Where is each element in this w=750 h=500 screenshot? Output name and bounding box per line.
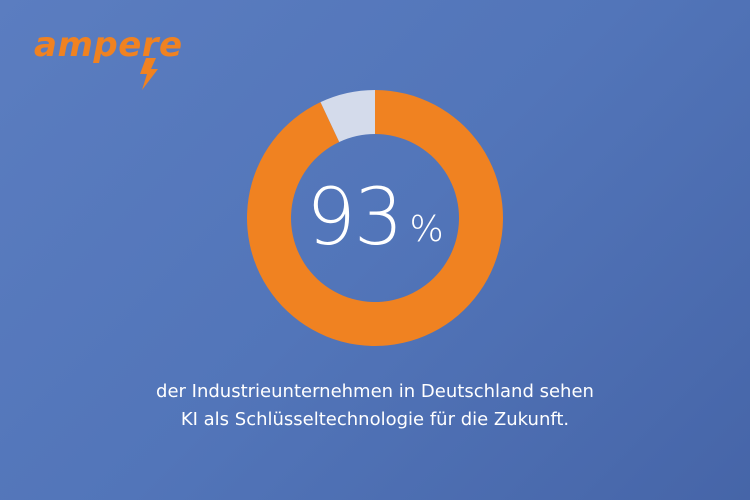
donut-chart: 93 %	[245, 88, 505, 348]
percentage-value: 93	[306, 173, 403, 263]
caption-line-2: KI als Schlüsseltechnologie für die Zuku…	[180, 409, 570, 430]
ampere-logo: ampere	[34, 20, 214, 90]
caption-line-1: der Industrieunternehmen in Deutschland …	[156, 381, 594, 402]
percent-sign: %	[409, 209, 444, 250]
logo-wordmark: ampere	[34, 25, 183, 65]
donut-slice-1	[246, 90, 503, 346]
caption: der Industrieunternehmen in Deutschland …	[0, 378, 750, 434]
center-value: 93 %	[245, 88, 505, 348]
donut-slice-2	[320, 90, 375, 142]
donut-chart-svg	[246, 90, 503, 346]
lightning-bolt-icon	[140, 58, 158, 90]
